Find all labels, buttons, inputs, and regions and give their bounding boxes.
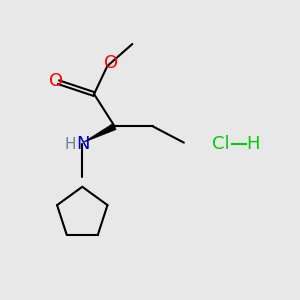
Text: O: O: [49, 72, 63, 90]
Text: H: H: [64, 136, 76, 152]
Text: H: H: [246, 135, 260, 153]
Text: N: N: [76, 135, 90, 153]
Text: Cl: Cl: [212, 135, 230, 153]
Text: O: O: [104, 54, 118, 72]
Polygon shape: [85, 123, 116, 142]
